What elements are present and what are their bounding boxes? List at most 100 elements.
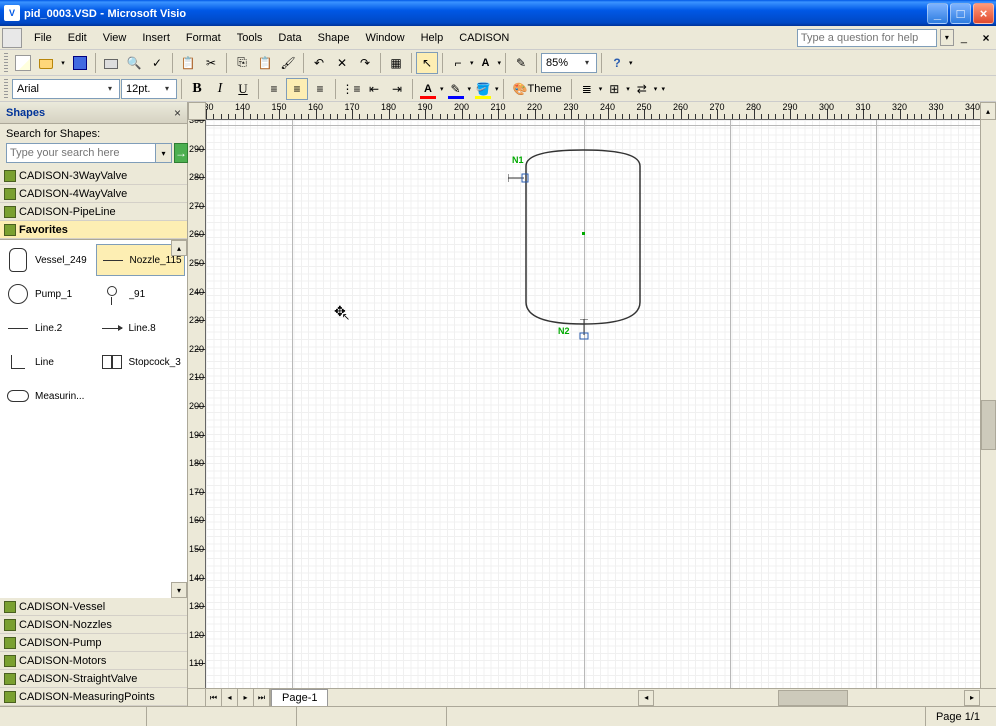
minimize-button[interactable]: _ bbox=[927, 3, 948, 24]
stencil-item[interactable]: CADISON-Pump bbox=[0, 634, 187, 652]
nozzle-handle-n2[interactable] bbox=[578, 319, 590, 341]
ink-button[interactable]: ✎ bbox=[510, 52, 532, 74]
increase-indent-button[interactable]: ⇥ bbox=[386, 78, 408, 100]
doc-restore[interactable]: _ bbox=[957, 30, 971, 46]
tab-prev[interactable]: ◂ bbox=[222, 689, 238, 706]
tab-last[interactable]: ⏭ bbox=[254, 689, 270, 706]
close-button[interactable]: × bbox=[973, 3, 994, 24]
bullets-button[interactable]: ⋮≡ bbox=[340, 78, 362, 100]
delete-button[interactable]: ✕ bbox=[331, 52, 353, 74]
text-tool-button[interactable]: A bbox=[475, 52, 497, 74]
vertical-scrollbar[interactable] bbox=[980, 120, 996, 688]
new-button[interactable] bbox=[12, 52, 34, 74]
document-icon[interactable] bbox=[2, 28, 22, 48]
stencil-item[interactable]: CADISON-StraightValve bbox=[0, 670, 187, 688]
maximize-button[interactable]: □ bbox=[950, 3, 971, 24]
zoom-combo[interactable]: 85%▾ bbox=[541, 53, 597, 73]
cut-button[interactable]: ✂ bbox=[200, 52, 222, 74]
hscroll-left[interactable]: ◂ bbox=[638, 690, 654, 706]
menu-file[interactable]: File bbox=[26, 29, 60, 47]
font-size-combo[interactable]: 12pt.▾ bbox=[121, 79, 177, 99]
shapes-scroll-up[interactable]: ▴ bbox=[171, 240, 187, 256]
theme-button[interactable]: 🎨 Theme bbox=[508, 78, 567, 100]
paste-button[interactable]: 📋 bbox=[254, 52, 276, 74]
stencil-item[interactable]: CADISON-MeasuringPoints bbox=[0, 688, 187, 706]
bold-button[interactable]: B bbox=[186, 78, 208, 100]
menu-insert[interactable]: Insert bbox=[134, 29, 178, 47]
align-shapes-button[interactable]: ≣ bbox=[576, 78, 598, 100]
decrease-indent-button[interactable]: ⇤ bbox=[363, 78, 385, 100]
underline-button[interactable]: U bbox=[232, 78, 254, 100]
stencil-item[interactable]: CADISON-4WayValve bbox=[0, 185, 187, 203]
pointer-tool-button[interactable]: ↖ bbox=[416, 52, 438, 74]
help-search-input[interactable] bbox=[797, 29, 937, 47]
stencil-item[interactable]: CADISON-Vessel bbox=[0, 598, 187, 616]
undo-button[interactable]: ↶ bbox=[308, 52, 330, 74]
tab-next[interactable]: ▸ bbox=[238, 689, 254, 706]
menu-data[interactable]: Data bbox=[270, 29, 309, 47]
format-painter-button[interactable]: 🖌 bbox=[277, 52, 299, 74]
shape-master[interactable]: Pump_1 bbox=[2, 278, 92, 310]
help-dropdown[interactable]: ▾ bbox=[940, 29, 954, 46]
menu-tools[interactable]: Tools bbox=[229, 29, 271, 47]
menu-help[interactable]: Help bbox=[413, 29, 452, 47]
shapes-scroll-down[interactable]: ▾ bbox=[171, 582, 187, 598]
shape-master[interactable]: Line.2 bbox=[2, 312, 92, 344]
align-left-button[interactable]: ≡ bbox=[263, 78, 285, 100]
print-button[interactable] bbox=[100, 52, 122, 74]
shape-master[interactable]: Line bbox=[2, 346, 92, 378]
search-go-button[interactable]: → bbox=[174, 143, 188, 163]
shape-master[interactable]: Measurin... bbox=[2, 380, 92, 412]
doc-close-button[interactable]: × bbox=[978, 30, 994, 46]
stencil-item[interactable]: Favorites bbox=[0, 221, 187, 239]
shape-master[interactable]: _91 bbox=[96, 278, 186, 310]
research-button[interactable]: 📋 bbox=[177, 52, 199, 74]
menu-format[interactable]: Format bbox=[178, 29, 229, 47]
redo-button[interactable]: ↷ bbox=[354, 52, 376, 74]
shapes-panel-close[interactable]: × bbox=[174, 106, 181, 120]
connector-tool-button[interactable]: ⌐ bbox=[447, 52, 469, 74]
hscroll-right[interactable]: ▸ bbox=[964, 690, 980, 706]
tab-first[interactable]: ⏮ bbox=[206, 689, 222, 706]
distribute-button[interactable]: ⊞ bbox=[603, 78, 625, 100]
save-button[interactable] bbox=[69, 52, 91, 74]
line-color-button[interactable]: ✎ bbox=[445, 78, 467, 100]
nozzle-handle-n1[interactable] bbox=[508, 172, 530, 184]
vscroll-up[interactable]: ▴ bbox=[980, 102, 996, 120]
shape-master[interactable]: Stopcock_3 bbox=[96, 346, 186, 378]
horizontal-scrollbar[interactable] bbox=[654, 690, 964, 706]
stencil-item[interactable]: CADISON-3WayValve bbox=[0, 167, 187, 185]
menu-edit[interactable]: Edit bbox=[60, 29, 95, 47]
stencil-item[interactable]: CADISON-Motors bbox=[0, 652, 187, 670]
italic-button[interactable]: I bbox=[209, 78, 231, 100]
menu-cadison[interactable]: CADISON bbox=[451, 29, 517, 47]
vessel-shape[interactable] bbox=[524, 148, 642, 328]
ruler-corner bbox=[188, 102, 206, 120]
align-right-button[interactable]: ≡ bbox=[309, 78, 331, 100]
menu-view[interactable]: View bbox=[95, 29, 135, 47]
connect-shapes-button[interactable]: ⇄ bbox=[631, 78, 653, 100]
fill-color-button[interactable]: 🪣 bbox=[472, 78, 494, 100]
stencil-item[interactable]: CADISON-Nozzles bbox=[0, 616, 187, 634]
open-dropdown[interactable]: ▾ bbox=[58, 52, 68, 74]
shape-master[interactable]: Vessel_249 bbox=[2, 244, 92, 276]
search-dropdown[interactable]: ▾ bbox=[155, 144, 171, 162]
help-button[interactable]: ? bbox=[606, 52, 628, 74]
font-combo[interactable]: Arial▾ bbox=[12, 79, 120, 99]
shape-button[interactable]: ▦ bbox=[385, 52, 407, 74]
shape-master[interactable]: Line.8 bbox=[96, 312, 186, 344]
menu-window[interactable]: Window bbox=[357, 29, 412, 47]
stencil-item[interactable]: CADISON-PipeLine bbox=[0, 203, 187, 221]
toolbar-options[interactable]: ▾ bbox=[658, 78, 668, 100]
page-tab-1[interactable]: Page-1 bbox=[271, 689, 328, 706]
drawing-canvas[interactable]: N1 N2 ✥↖ bbox=[206, 120, 980, 688]
nozzle-label-n1: N1 bbox=[512, 155, 524, 165]
spelling-button[interactable]: ✓ bbox=[146, 52, 168, 74]
copy-button[interactable]: ⎘ bbox=[231, 52, 253, 74]
print-preview-button[interactable]: 🔍 bbox=[123, 52, 145, 74]
align-center-button[interactable]: ≡ bbox=[286, 78, 308, 100]
menu-shape[interactable]: Shape bbox=[310, 29, 358, 47]
shapes-search-input[interactable] bbox=[7, 147, 155, 159]
font-color-button[interactable]: A bbox=[417, 78, 439, 100]
open-button[interactable] bbox=[35, 52, 57, 74]
